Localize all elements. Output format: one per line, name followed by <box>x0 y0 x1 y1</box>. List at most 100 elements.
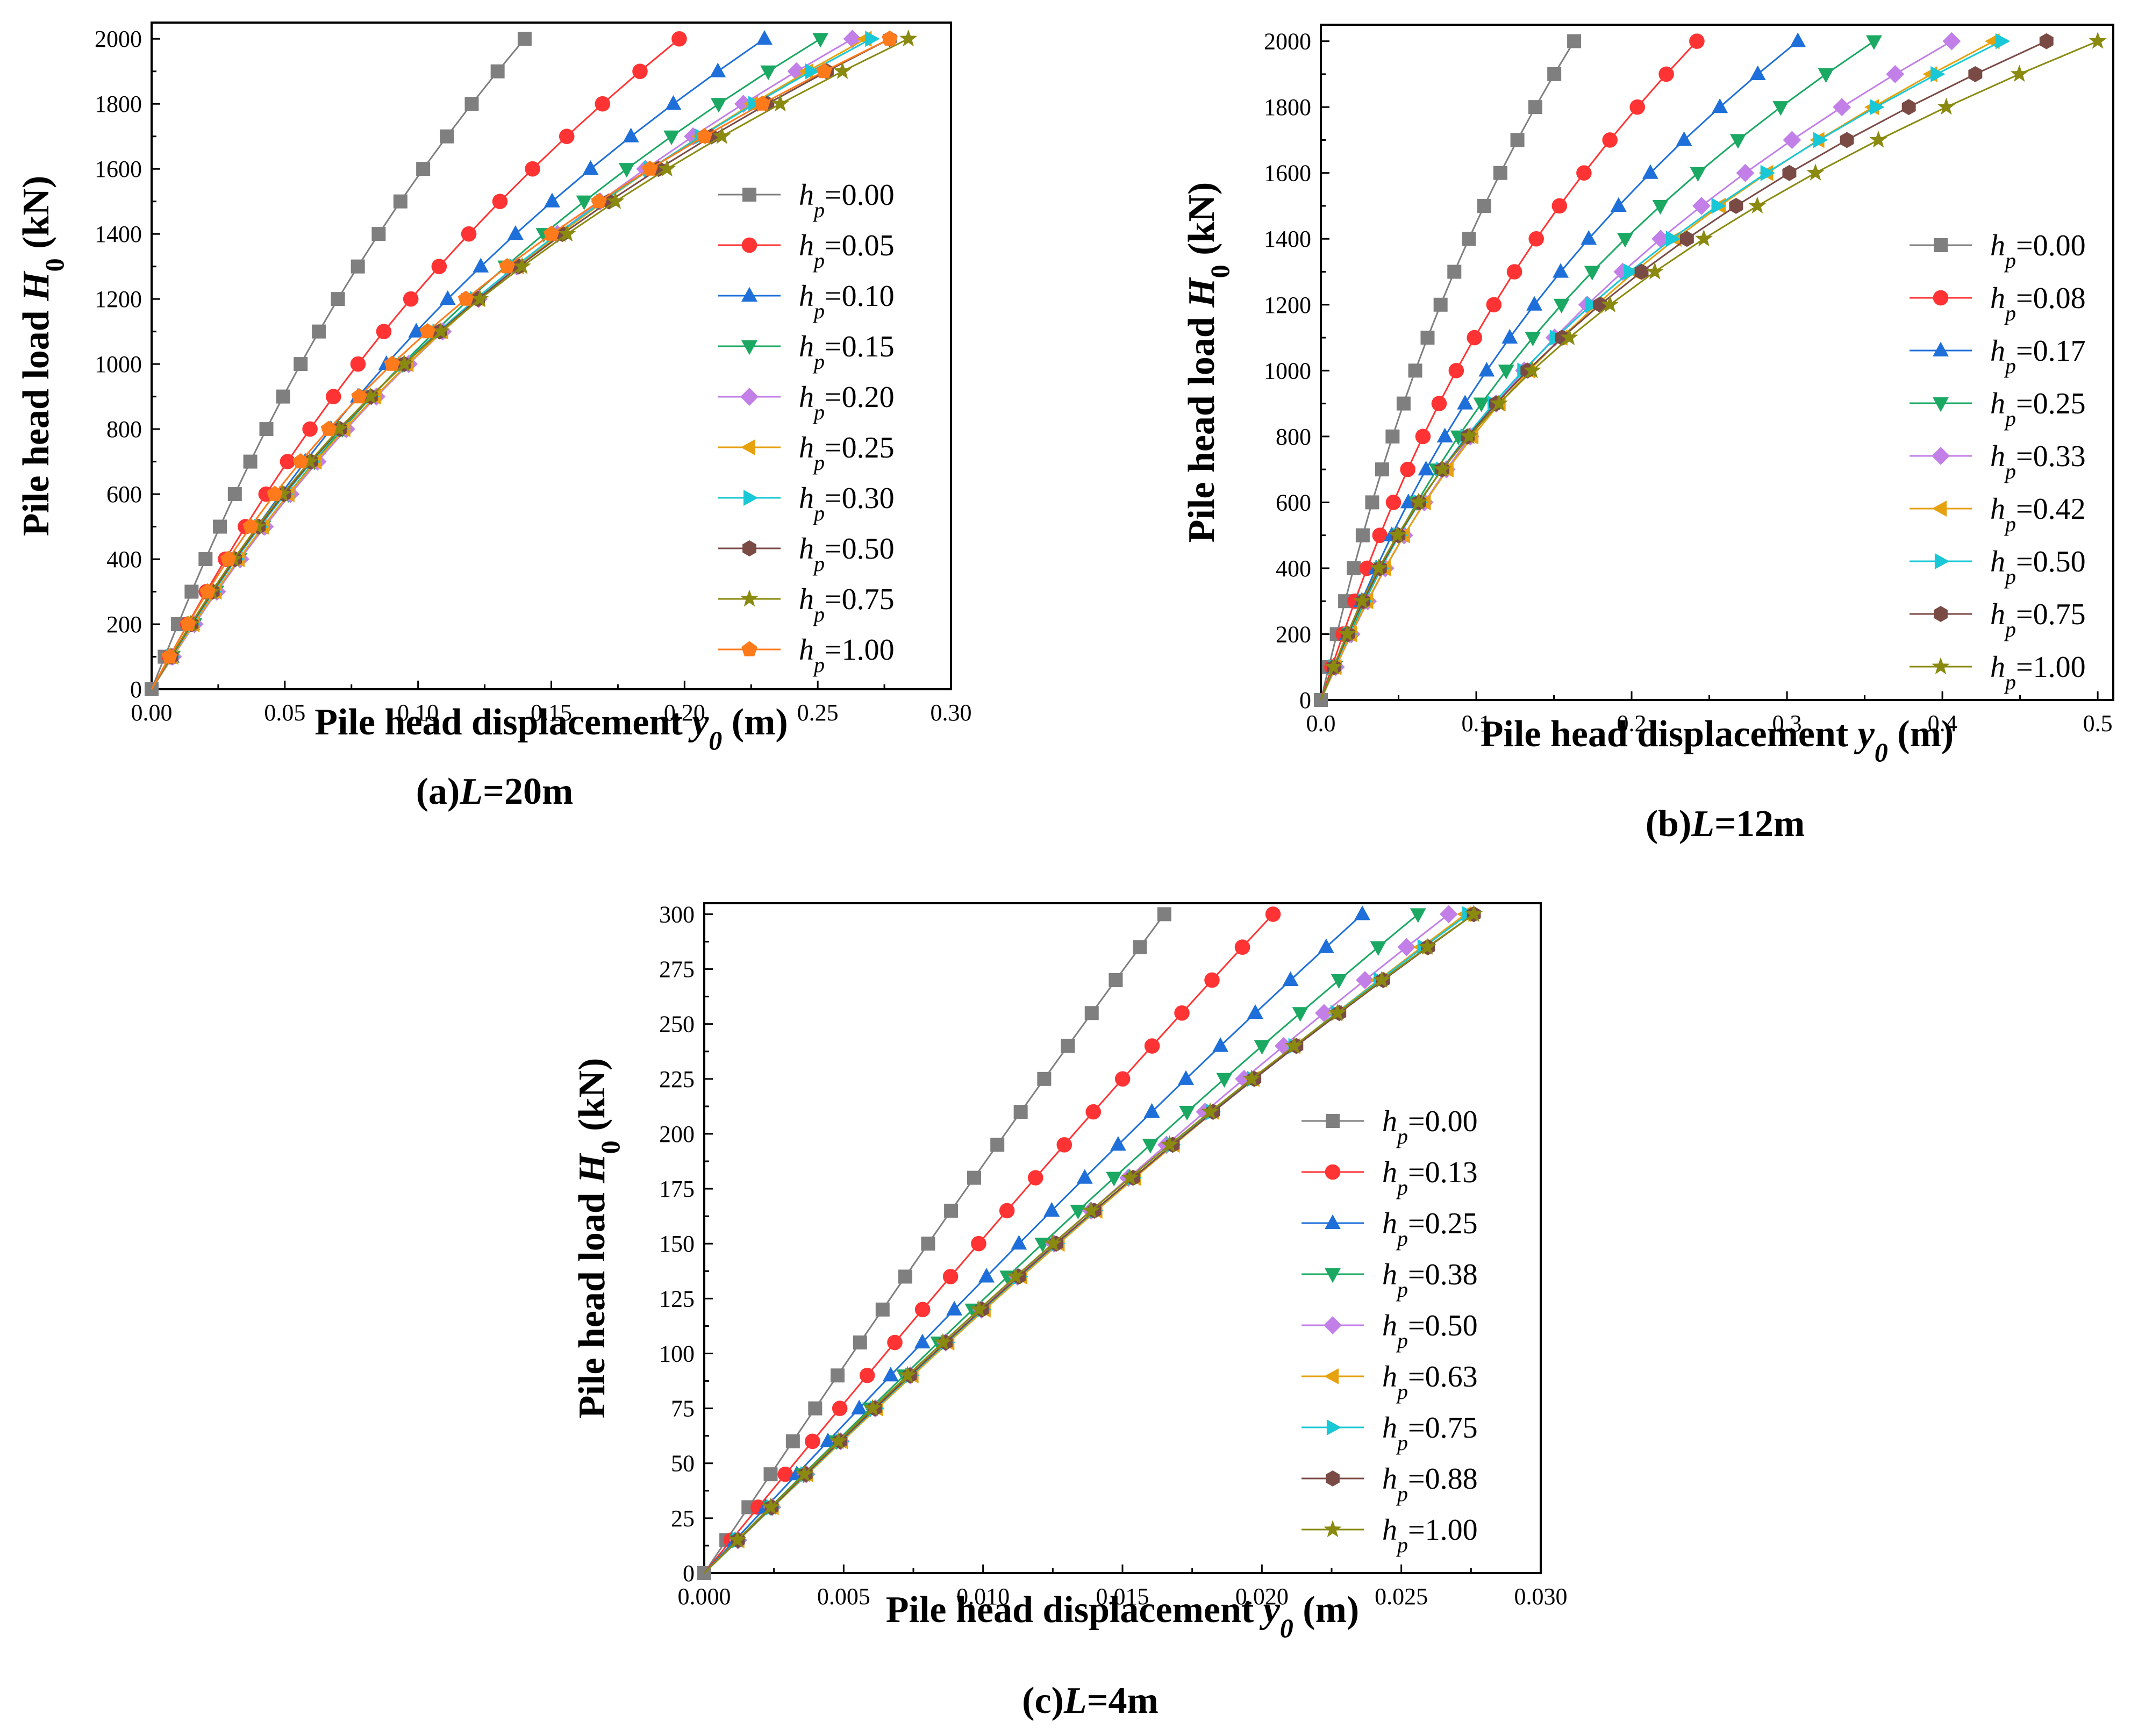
data-point <box>875 1302 890 1317</box>
y-tick-label: 1600 <box>1264 160 1311 187</box>
data-point <box>1408 363 1422 378</box>
legend-value: =0.13 <box>1408 1156 1478 1189</box>
legend-value: =0.10 <box>825 280 895 313</box>
data-point <box>1783 131 1801 149</box>
data-point <box>1011 1235 1027 1250</box>
data-point <box>395 354 413 372</box>
data-point <box>812 33 829 48</box>
x-tick-label: 0.030 <box>1514 1583 1568 1610</box>
legend-var: h <box>799 532 814 566</box>
legend-label: hp=0.25 <box>1382 1207 1478 1251</box>
series-1-3: hp=0.10 <box>151 30 895 690</box>
legend-value: =0.75 <box>825 583 895 616</box>
series-3-2: hp=0.13 <box>703 906 1478 1574</box>
data-point <box>1070 1204 1086 1220</box>
legend-value: =0.08 <box>2016 282 2086 315</box>
data-point <box>1613 262 1632 281</box>
x-tick-label: 0.000 <box>678 1583 731 1610</box>
data-point <box>582 160 599 175</box>
legend-value: =1.00 <box>1408 1513 1478 1547</box>
data-point <box>1037 1071 1052 1086</box>
x-tick-label: 0.020 <box>1235 1583 1289 1610</box>
data-point <box>1410 492 1428 510</box>
x-axis-label: Pile head displacement y0 (m) <box>314 702 788 755</box>
legend-marker <box>740 439 755 455</box>
data-point <box>1711 198 1726 214</box>
data-point <box>1242 1069 1261 1087</box>
data-point <box>301 452 319 469</box>
data-point <box>606 192 625 209</box>
data-point <box>330 419 348 437</box>
data-point <box>1560 328 1578 346</box>
y-tick-label: 100 <box>659 1340 695 1367</box>
y-axis-label-var: H <box>571 1153 613 1184</box>
chart-panel-3: 0.000 0.005 0.010 0.015 0.020 0.025 0.030 0 25 50… <box>571 901 1568 1721</box>
legend-value: =0.75 <box>1408 1411 1478 1445</box>
legend-sub: p <box>1396 1431 1408 1455</box>
legend-marker <box>1933 397 1949 412</box>
data-point <box>350 356 366 372</box>
data-point <box>1506 264 1522 280</box>
data-point <box>851 1399 868 1414</box>
legend-marker <box>1325 1268 1341 1283</box>
series-3-3: hp=0.25 <box>703 905 1478 1574</box>
x-tick-label: 0.1 <box>1462 710 1491 737</box>
data-point <box>763 1467 778 1482</box>
data-point <box>1553 263 1569 278</box>
data-point <box>243 454 258 469</box>
data-point <box>1610 197 1627 212</box>
series-2-3: hp=0.17 <box>1320 32 2086 701</box>
legend-value: =0.15 <box>825 330 895 363</box>
legend-sub: p <box>1396 1533 1408 1557</box>
data-point <box>499 258 516 274</box>
data-point <box>416 162 431 176</box>
y-tick-label: 2000 <box>1264 28 1311 55</box>
data-point <box>1385 495 1402 510</box>
data-point <box>1464 904 1483 922</box>
data-point <box>1354 905 1370 920</box>
data-point <box>832 1401 848 1416</box>
data-point <box>1076 1169 1093 1184</box>
legend-label: hp=0.00 <box>799 178 895 222</box>
data-point <box>882 30 898 46</box>
data-point <box>492 194 508 209</box>
series-1-2: hp=0.05 <box>151 31 895 690</box>
caption-value: =20m <box>483 771 573 812</box>
data-point <box>1418 938 1436 955</box>
data-point <box>887 1334 903 1351</box>
x-axis-label-text: Pile head displacement <box>1481 713 1858 755</box>
series-2-2: h p =0.08 <box>1320 33 2086 701</box>
legend-var: h <box>1990 229 2005 262</box>
data-point <box>1629 99 1646 115</box>
data-point <box>820 1432 836 1447</box>
legend-sub: p <box>1396 1277 1408 1302</box>
legend-value: =0.25 <box>1408 1207 1478 1240</box>
legend-label: hp=0.08 <box>1990 282 2086 325</box>
data-point <box>1178 1070 1194 1085</box>
data-point <box>371 227 386 241</box>
data-point <box>1690 167 1706 182</box>
legend-sub: p <box>2004 459 2016 483</box>
legend-marker <box>1932 501 1947 517</box>
y-tick-label: 1200 <box>95 286 142 312</box>
data-point <box>1433 297 1448 312</box>
data-point <box>457 290 474 306</box>
data-point <box>1324 658 1343 675</box>
x-tick-label: 0.05 <box>264 699 305 726</box>
data-point <box>1501 328 1518 344</box>
data-point <box>632 63 648 80</box>
data-point <box>944 1203 959 1218</box>
data-point <box>1282 971 1299 986</box>
data-point <box>830 1368 845 1383</box>
series-1-6: hp=0.25 <box>151 31 895 690</box>
data-point <box>1712 98 1728 113</box>
data-point <box>1418 460 1434 476</box>
x-tick-label: 0.30 <box>931 699 972 726</box>
chart-panel-1: 0.00 0.05 0.10 0.15 0.20 0.25 0.30 0 200 400 600 80… <box>16 22 972 812</box>
legend-label: hp=0.00 <box>1382 1105 1478 1148</box>
legend-var: h <box>1990 598 2005 631</box>
data-point <box>1694 229 1713 247</box>
legend-label: hp=0.15 <box>799 330 895 374</box>
legend-var: h <box>1382 1309 1397 1342</box>
data-point <box>1510 133 1525 147</box>
